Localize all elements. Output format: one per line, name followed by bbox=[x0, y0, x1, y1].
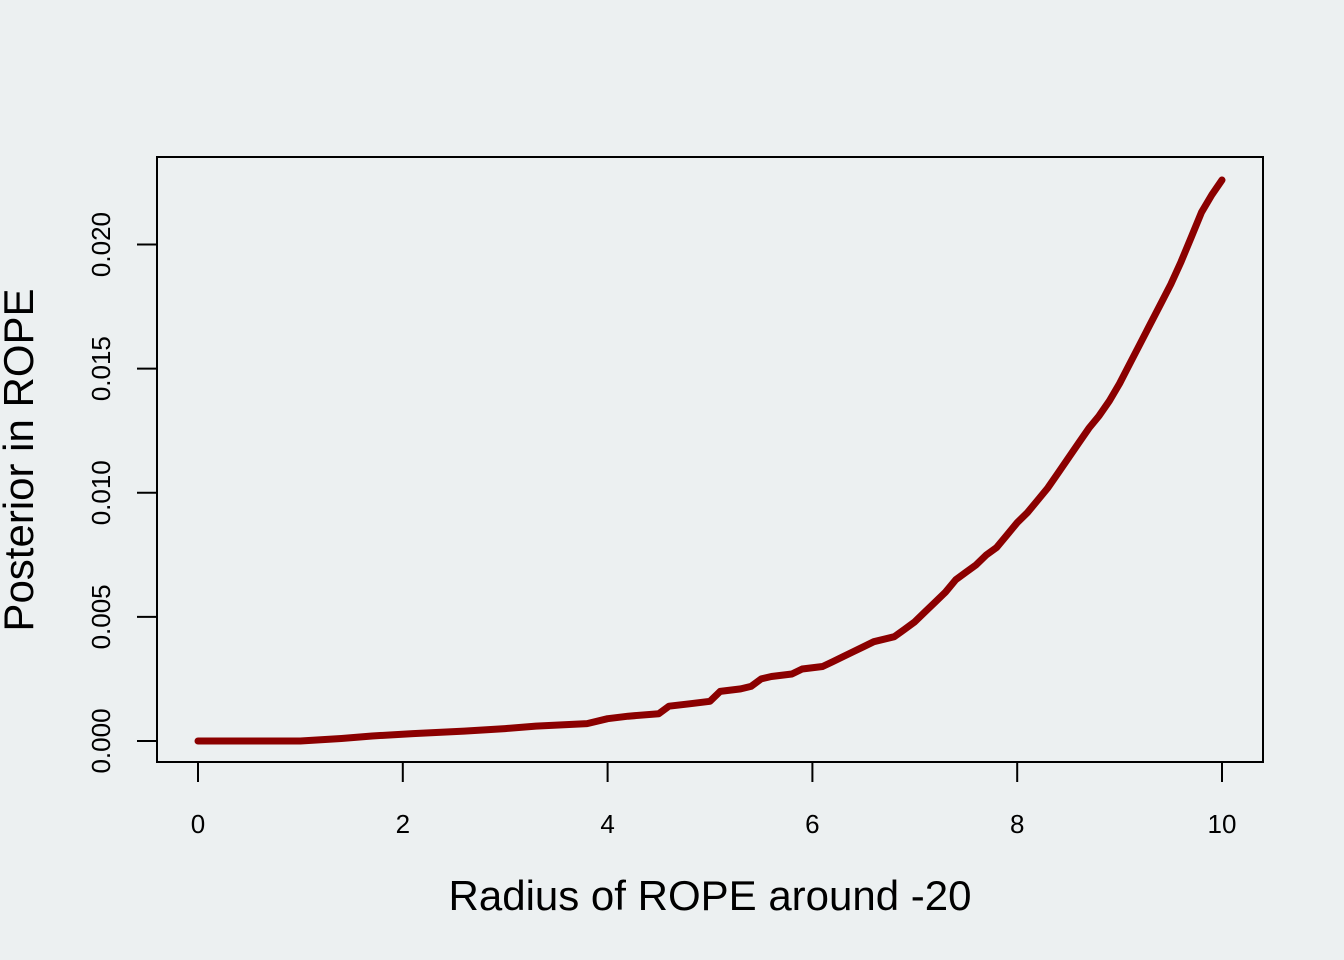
x-tick-label: 2 bbox=[396, 809, 410, 839]
y-tick-label: 0.015 bbox=[86, 336, 116, 401]
y-axis-title: Posterior in ROPE bbox=[0, 288, 42, 631]
x-tick-label: 6 bbox=[805, 809, 819, 839]
y-tick-label: 0.020 bbox=[86, 212, 116, 277]
y-tick-label: 0.005 bbox=[86, 584, 116, 649]
x-axis: 0 2 4 6 8 10 bbox=[191, 762, 1237, 839]
x-axis-title: Radius of ROPE around -20 bbox=[449, 872, 972, 919]
y-tick-label: 0.010 bbox=[86, 460, 116, 525]
x-tick-label: 10 bbox=[1208, 809, 1237, 839]
x-tick-label: 4 bbox=[600, 809, 614, 839]
x-tick-label: 8 bbox=[1010, 809, 1024, 839]
y-axis: 0.000 0.005 0.010 0.015 0.020 bbox=[86, 212, 157, 774]
plot-frame bbox=[156, 156, 1264, 763]
series-line bbox=[194, 176, 1226, 745]
y-tick-label: 0.000 bbox=[86, 708, 116, 773]
x-tick-label: 0 bbox=[191, 809, 205, 839]
